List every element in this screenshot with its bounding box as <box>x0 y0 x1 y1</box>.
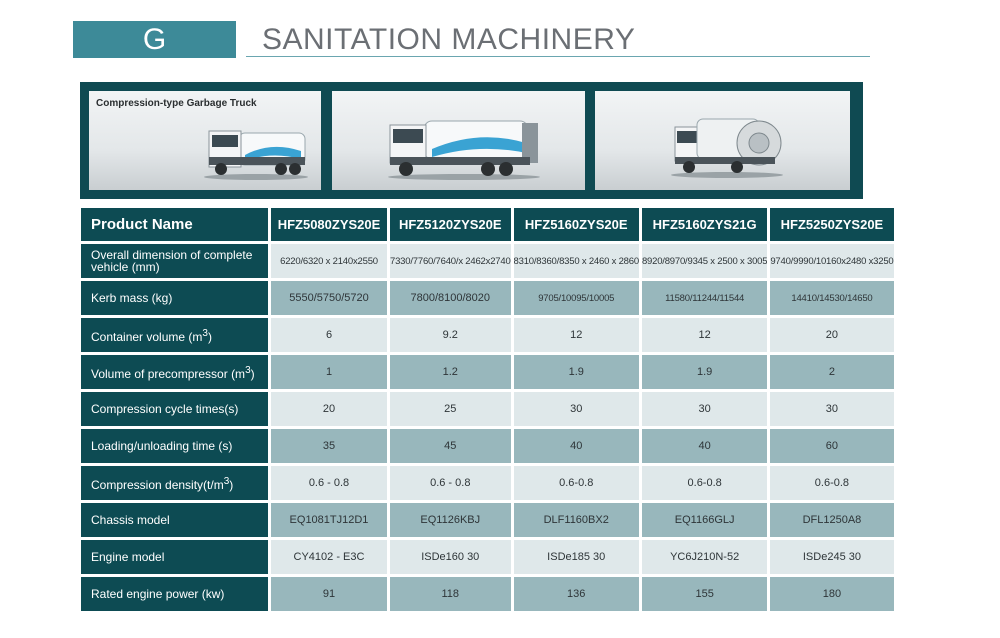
table-cell: 20 <box>770 318 894 352</box>
table-cell: 9705/10095/10005 <box>513 281 639 315</box>
header-model: HFZ5160ZYS20E <box>513 208 639 241</box>
table-cell: 60 <box>770 429 894 463</box>
row-label-text: Compression density(t/m <box>91 477 224 492</box>
table-cell: 12 <box>513 318 639 352</box>
table-cell: 5550/5750/5720 <box>271 281 387 315</box>
table-row: Kerb mass (kg) 5550/5750/5720 7800/8100/… <box>81 281 894 315</box>
row-label: Kerb mass (kg) <box>81 281 268 315</box>
table-cell: ISDe245 30 <box>770 540 894 574</box>
truck-photo-2 <box>332 91 585 190</box>
header-model: HFZ5120ZYS20E <box>390 208 511 241</box>
photo-strip: Compression-type Garbage Truck <box>80 82 863 199</box>
table-cell: 1.2 <box>390 355 511 389</box>
photo-caption: Compression-type Garbage Truck <box>96 98 257 109</box>
table-cell: 40 <box>641 429 768 463</box>
garbage-truck-icon <box>388 120 540 180</box>
superscript: 3 <box>245 364 251 376</box>
table-cell: 0.6-0.8 <box>770 466 894 500</box>
table-cell: 6220/6320 x 2140x2550 <box>271 244 387 278</box>
row-label: Volume of precompressor (m3) <box>81 355 268 389</box>
truck-photo-1: Compression-type Garbage Truck <box>89 91 321 190</box>
table-cell: 0.6 - 0.8 <box>390 466 511 500</box>
superscript: 3 <box>202 327 208 339</box>
row-label: Engine model <box>81 540 268 574</box>
section-letter-badge: G <box>73 21 236 58</box>
table-header-row: Product Name HFZ5080ZYS20E HFZ5120ZYS20E… <box>81 208 894 241</box>
row-label: Rated engine power (kw) <box>81 577 268 611</box>
table-cell: ISDe160 30 <box>390 540 511 574</box>
table-cell: 40 <box>513 429 639 463</box>
row-label: Compression cycle times(s) <box>81 392 268 426</box>
table-cell: EQ1166GLJ <box>641 503 768 537</box>
table-cell: CY4102 - E3C <box>271 540 387 574</box>
table-cell: EQ1126KBJ <box>390 503 511 537</box>
table-cell: 1.9 <box>641 355 768 389</box>
row-label: Overall dimension of complete vehicle (m… <box>81 244 268 278</box>
table-row: Engine model CY4102 - E3C ISDe160 30 ISD… <box>81 540 894 574</box>
row-label: Loading/unloading time (s) <box>81 429 268 463</box>
row-label-text: Volume of precompressor (m <box>91 366 246 381</box>
table-cell: 30 <box>641 392 768 426</box>
table-cell: EQ1081TJ12D1 <box>271 503 387 537</box>
table-cell: 11580/11244/11544 <box>641 281 768 315</box>
table-cell: YC6J210N-52 <box>641 540 768 574</box>
table-cell: 25 <box>390 392 511 426</box>
table-cell: 8310/8360/8350 x 2460 x 2860 <box>513 244 639 278</box>
row-label: Container volume (m3) <box>81 318 268 352</box>
table-cell: 180 <box>770 577 894 611</box>
table-cell: 9740/9990/10160x2480 x3250 <box>770 244 894 278</box>
garbage-truck-icon <box>671 118 783 178</box>
row-label-end: ) <box>229 477 234 492</box>
row-label-end: ) <box>207 329 212 344</box>
table-cell: 14410/14530/14650 <box>770 281 894 315</box>
table-cell: 0.6 - 0.8 <box>271 466 387 500</box>
row-label-text: Container volume (m <box>91 329 203 344</box>
table-cell: 6 <box>271 318 387 352</box>
header-model: HFZ5160ZYS21G <box>641 208 768 241</box>
table-cell: 20 <box>271 392 387 426</box>
table-cell: 118 <box>390 577 511 611</box>
row-label-end: ) <box>250 366 255 381</box>
table-cell: 30 <box>513 392 639 426</box>
table-cell: 12 <box>641 318 768 352</box>
table-cell: 7800/8100/8020 <box>390 281 511 315</box>
table-cell: 91 <box>271 577 387 611</box>
table-cell: 35 <box>271 429 387 463</box>
title-divider <box>246 56 870 57</box>
table-row: Volume of precompressor (m3) 1 1.2 1.9 1… <box>81 355 894 389</box>
header-model: HFZ5250ZYS20E <box>770 208 894 241</box>
table-cell: 1 <box>271 355 387 389</box>
table-row: Compression density(t/m3) 0.6 - 0.8 0.6 … <box>81 466 894 500</box>
row-label: Chassis model <box>81 503 268 537</box>
table-cell: 136 <box>513 577 639 611</box>
table-row: Loading/unloading time (s) 35 45 40 40 6… <box>81 429 894 463</box>
truck-photo-3 <box>595 91 850 190</box>
table-cell: ISDe185 30 <box>513 540 639 574</box>
table-row: Compression cycle times(s) 20 25 30 30 3… <box>81 392 894 426</box>
table-row: Chassis model EQ1081TJ12D1 EQ1126KBJ DLF… <box>81 503 894 537</box>
header-product-name: Product Name <box>81 208 268 241</box>
garbage-truck-icon <box>204 130 308 180</box>
table-cell: 8920/8970/9345 x 2500 x 3005 <box>641 244 768 278</box>
section-title: SANITATION MACHINERY <box>262 23 636 56</box>
table-cell: 2 <box>770 355 894 389</box>
header-model: HFZ5080ZYS20E <box>271 208 387 241</box>
table-row: Rated engine power (kw) 91 118 136 155 1… <box>81 577 894 611</box>
table-cell: DFL1250A8 <box>770 503 894 537</box>
table-cell: 7330/7760/7640/x 2462x2740 <box>390 244 511 278</box>
table-cell: 45 <box>390 429 511 463</box>
table-cell: 0.6-0.8 <box>513 466 639 500</box>
table-cell: 9.2 <box>390 318 511 352</box>
spec-table: Product Name HFZ5080ZYS20E HFZ5120ZYS20E… <box>78 205 897 614</box>
table-cell: 155 <box>641 577 768 611</box>
table-cell: 30 <box>770 392 894 426</box>
table-cell: 0.6-0.8 <box>641 466 768 500</box>
row-label: Compression density(t/m3) <box>81 466 268 500</box>
table-cell: 1.9 <box>513 355 639 389</box>
table-row: Overall dimension of complete vehicle (m… <box>81 244 894 278</box>
superscript: 3 <box>223 475 230 487</box>
table-row: Container volume (m3) 6 9.2 12 12 20 <box>81 318 894 352</box>
table-cell: DLF1160BX2 <box>513 503 639 537</box>
